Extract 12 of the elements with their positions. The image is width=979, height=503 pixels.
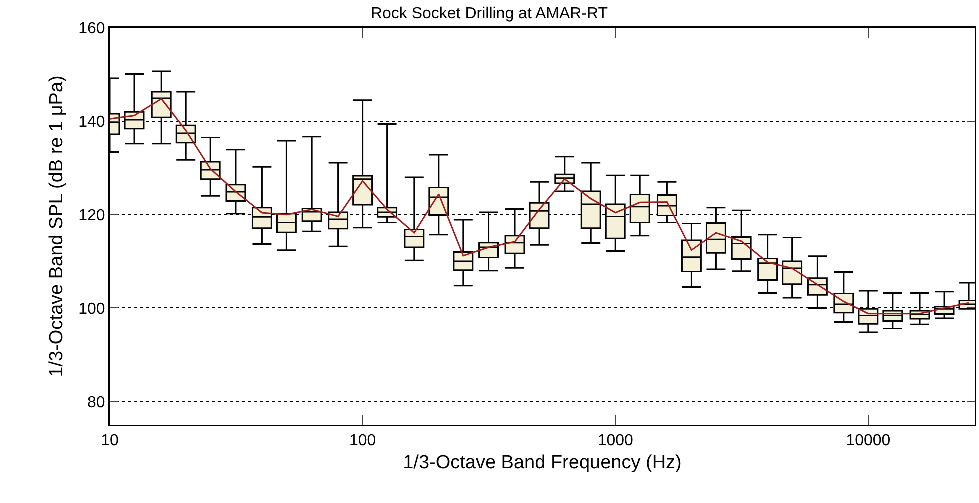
x-tick-label: 10 — [101, 432, 119, 450]
y-tick-label: 140 — [78, 114, 106, 132]
chart-title: Rock Socket Drilling at AMAR-RT — [370, 6, 608, 23]
y-tick-label: 80 — [88, 394, 106, 412]
y-tick-label: 100 — [78, 300, 106, 318]
y-axis-title: 1/3-Octave Band SPL (dB re 1 μPa) — [46, 76, 68, 378]
x-tick-label: 100 — [349, 432, 376, 450]
x-axis-title: 1/3-Octave Band Frequency (Hz) — [403, 452, 682, 474]
x-tick-label: 1000 — [598, 432, 634, 450]
y-tick-label: 160 — [78, 20, 106, 38]
x-tick-label: 10000 — [846, 432, 891, 450]
y-tick-label: 120 — [78, 207, 106, 224]
